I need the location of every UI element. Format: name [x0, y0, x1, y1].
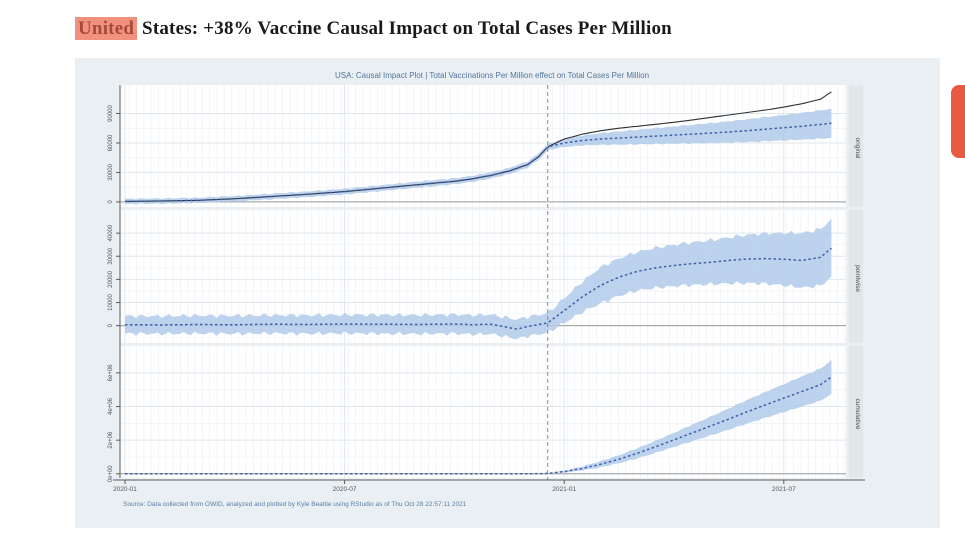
y-tick-label: 40000 [108, 224, 114, 241]
facet-strip [849, 210, 863, 343]
facet-strip [849, 85, 863, 207]
y-tick-label: 10000 [108, 294, 114, 311]
edge-tab[interactable] [951, 85, 965, 158]
prediction-line [125, 376, 832, 475]
prediction-line [124, 247, 832, 330]
confidence-ribbon [125, 218, 832, 340]
page-title: United States: +38% Vaccine Causal Impac… [75, 17, 672, 40]
facet-strip [849, 346, 863, 478]
y-tick-label: 6e+06 [108, 364, 114, 382]
chart-caption: Source: Data collected from OWID, analyz… [123, 501, 467, 508]
y-tick-label: 60000 [108, 134, 114, 151]
y-tick-label: 30000 [108, 247, 114, 264]
y-tick-label: 0 [108, 323, 114, 327]
confidence-ribbon [125, 108, 832, 205]
confidence-ribbon [125, 360, 832, 474]
x-tick-label: 2020-01 [113, 486, 137, 493]
y-tick-label: 0e+00 [108, 465, 114, 483]
y-tick-label: 0 [108, 200, 114, 204]
page-title-rest: States: +38% Vaccine Causal Impact on To… [137, 18, 672, 39]
actual-line [125, 91, 832, 202]
page-title-highlighted-word[interactable]: United [75, 17, 138, 40]
y-tick-label: 2e+06 [108, 431, 114, 449]
y-tick-label: 90000 [108, 104, 114, 121]
facet-strip-label: pointwise [854, 265, 861, 292]
y-tick-label: 30000 [108, 163, 114, 180]
chart-title: USA: Causal Impact Plot | Total Vaccinat… [335, 71, 649, 80]
chart-card: USA: Causal Impact Plot | Total Vaccinat… [75, 58, 940, 528]
x-tick-label: 2021-01 [552, 486, 576, 493]
facet-strip-label: original [854, 138, 861, 160]
y-tick-label: 4e+06 [108, 397, 114, 415]
causal-impact-chart: USA: Causal Impact Plot | Total Vaccinat… [108, 71, 865, 508]
x-tick-label: 2020-07 [333, 486, 357, 493]
facet-strip-label: cumulative [854, 398, 861, 429]
plot-area: 0 30000 60000 90000 original 0 10000 20000 30000… [108, 85, 865, 493]
panel-background [120, 85, 846, 207]
x-tick-label: 2021-07 [772, 486, 796, 493]
y-tick-label: 20000 [108, 270, 114, 287]
